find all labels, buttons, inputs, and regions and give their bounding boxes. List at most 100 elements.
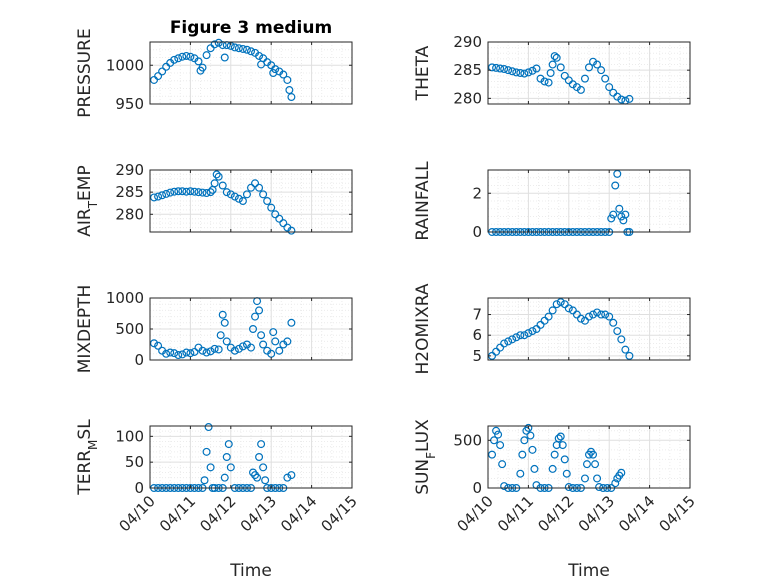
data-point	[174, 54, 183, 63]
subplot-4: 0 2 RAINFALL	[413, 161, 691, 241]
data-point	[593, 60, 602, 69]
data-point	[558, 441, 567, 450]
data-point	[202, 51, 211, 60]
x-tick-label: 04/12	[534, 492, 577, 535]
y-tick-label: 1000	[106, 289, 144, 307]
data-point	[524, 68, 533, 77]
data-point	[536, 320, 545, 329]
x-axis-label: Time	[567, 561, 610, 581]
x-tick-label: 04/13	[237, 492, 280, 535]
data-point	[520, 436, 529, 445]
data-point	[269, 328, 278, 337]
axes-box	[487, 425, 691, 489]
y-tick-label: 285	[453, 61, 482, 79]
data-point	[492, 426, 501, 435]
y-axis-label-main: SUN	[413, 459, 433, 495]
data-point	[597, 66, 606, 75]
y-axis-label-main: AIR	[75, 208, 95, 237]
data-point	[520, 331, 529, 340]
data-point	[257, 440, 266, 449]
data-point	[200, 476, 209, 485]
data-point	[593, 474, 602, 483]
data-point	[216, 331, 225, 340]
data-point	[496, 343, 505, 352]
data-point	[597, 310, 606, 319]
data-point	[170, 55, 179, 64]
data-point	[568, 306, 577, 315]
y-axis-label: SUNFLUX	[413, 419, 438, 495]
y-axis-label-subscript: F	[424, 452, 438, 459]
data-point	[516, 331, 525, 340]
y-axis-label-subscript: M	[86, 440, 100, 450]
data-point	[601, 310, 610, 319]
data-point	[530, 464, 539, 473]
data-point	[621, 210, 630, 219]
data-point	[526, 431, 535, 440]
data-point	[190, 187, 199, 196]
data-point	[554, 434, 563, 443]
data-point	[263, 197, 272, 206]
subplot-6: 5 6 7 H2OMIXRA	[413, 283, 691, 375]
data-point	[580, 474, 589, 483]
data-point	[242, 45, 251, 54]
axes-box	[149, 169, 353, 233]
data-point	[540, 77, 549, 86]
y-tick-label: 950	[115, 95, 144, 113]
data-point	[158, 67, 167, 76]
data-point	[182, 187, 191, 196]
data-point	[251, 312, 260, 321]
data-point	[234, 194, 243, 203]
data-point	[186, 52, 195, 61]
subplot-2: 280 285 290 THETA	[413, 33, 691, 107]
data-point	[166, 188, 175, 197]
data-point	[182, 348, 191, 357]
x-tick-label: 04/15	[656, 492, 699, 535]
data-point	[178, 52, 187, 61]
data-point	[230, 43, 239, 52]
y-axis-label: RAINFALL	[413, 161, 433, 241]
data-point	[520, 69, 529, 78]
data-point	[154, 341, 163, 350]
x-tick-label: 04/13	[575, 492, 618, 535]
data-point	[267, 203, 276, 212]
data-point	[253, 473, 262, 482]
data-point	[613, 327, 622, 336]
data-point	[584, 63, 593, 72]
data-point	[512, 333, 521, 342]
data-point	[238, 44, 247, 53]
data-point	[617, 212, 626, 221]
data-point	[496, 64, 505, 73]
subplot-3: 280 285 290 AIRTEMP	[75, 161, 353, 237]
data-point	[609, 210, 618, 219]
data-point	[230, 346, 239, 355]
data-point	[259, 340, 268, 349]
y-tick-label: 100	[115, 427, 144, 445]
data-point	[544, 312, 553, 321]
data-point	[548, 60, 557, 69]
data-point	[194, 57, 203, 66]
data-point	[609, 318, 618, 327]
data-point	[150, 193, 159, 202]
data-point	[621, 345, 630, 354]
y-tick-label: 2	[472, 184, 482, 202]
y-axis-label: H2OMIXRA	[413, 283, 433, 374]
data-point	[271, 65, 280, 74]
y-axis-label: PRESSURE	[75, 28, 95, 117]
data-point	[158, 191, 167, 200]
data-point	[251, 179, 260, 188]
data-point	[550, 52, 559, 61]
y-tick-label: 500	[453, 431, 482, 449]
figure-title: Figure 3 medium	[170, 18, 332, 38]
data-point	[287, 93, 296, 102]
data-point	[560, 455, 569, 464]
data-point	[255, 183, 264, 192]
data-point	[556, 432, 565, 441]
data-point	[224, 440, 233, 449]
data-point	[589, 450, 598, 459]
data-point	[591, 460, 600, 469]
data-point	[625, 351, 634, 360]
data-point	[220, 473, 229, 482]
data-point	[488, 63, 497, 72]
data-point	[210, 179, 219, 188]
